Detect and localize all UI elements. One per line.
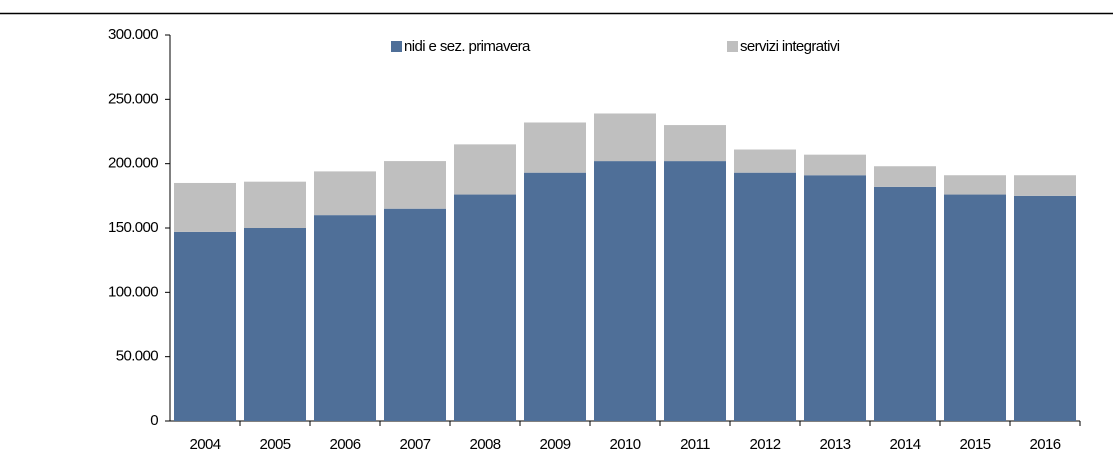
legend-label: servizi integrativi (740, 38, 840, 55)
y-tick-label: 250.000 (108, 90, 158, 107)
y-tick-label: 100.000 (108, 283, 158, 300)
legend-label: nidi e sez. primavera (404, 38, 531, 55)
bar-segment (454, 194, 516, 421)
x-tick-label: 2005 (260, 436, 291, 453)
y-tick-label: 0 (150, 412, 158, 429)
bar-segment (314, 215, 376, 421)
y-tick-label: 300.000 (108, 26, 158, 43)
x-tick-label: 2009 (540, 436, 571, 453)
bar-segment (244, 181, 306, 228)
x-tick-label: 2007 (400, 436, 431, 453)
x-tick-label: 2010 (610, 436, 641, 453)
x-tick-label: 2013 (820, 436, 851, 453)
bar-segment (944, 194, 1006, 421)
bar-segment (174, 182, 236, 232)
bar-segment (874, 166, 936, 187)
bar-segment (1014, 175, 1076, 196)
x-tick-label: 2015 (960, 436, 991, 453)
x-tick-label: 2012 (750, 436, 781, 453)
bar-segment (594, 161, 656, 422)
bar-segment (1014, 195, 1076, 421)
y-tick-label: 200.000 (108, 155, 158, 172)
x-tick-label: 2008 (470, 436, 501, 453)
x-tick-label: 2006 (330, 436, 361, 453)
bar-segment (874, 186, 936, 421)
bar-segment (664, 125, 726, 162)
x-tick-label: 2016 (1030, 436, 1061, 453)
bar-segment (664, 161, 726, 422)
y-tick-label: 50.000 (116, 348, 159, 365)
bar-segment (804, 175, 866, 421)
bar-segment (244, 228, 306, 421)
bar-segment (804, 154, 866, 176)
x-tick-label: 2004 (190, 436, 221, 453)
bar-segment (524, 172, 586, 421)
bar-segment (454, 144, 516, 195)
y-tick-label: 150.000 (108, 219, 158, 236)
bar-segment (314, 171, 376, 216)
bar-segment (594, 113, 656, 162)
bar-segment (734, 149, 796, 173)
bar-segment (734, 172, 796, 421)
bar-segment (524, 122, 586, 173)
legend-swatch (727, 41, 738, 52)
bar-segment (944, 175, 1006, 195)
bar-segment (384, 208, 446, 421)
x-tick-label: 2014 (890, 436, 921, 453)
x-tick-label: 2011 (680, 436, 710, 453)
bar-segment (384, 161, 446, 209)
bar-segment (174, 231, 236, 421)
legend-swatch (391, 41, 402, 52)
